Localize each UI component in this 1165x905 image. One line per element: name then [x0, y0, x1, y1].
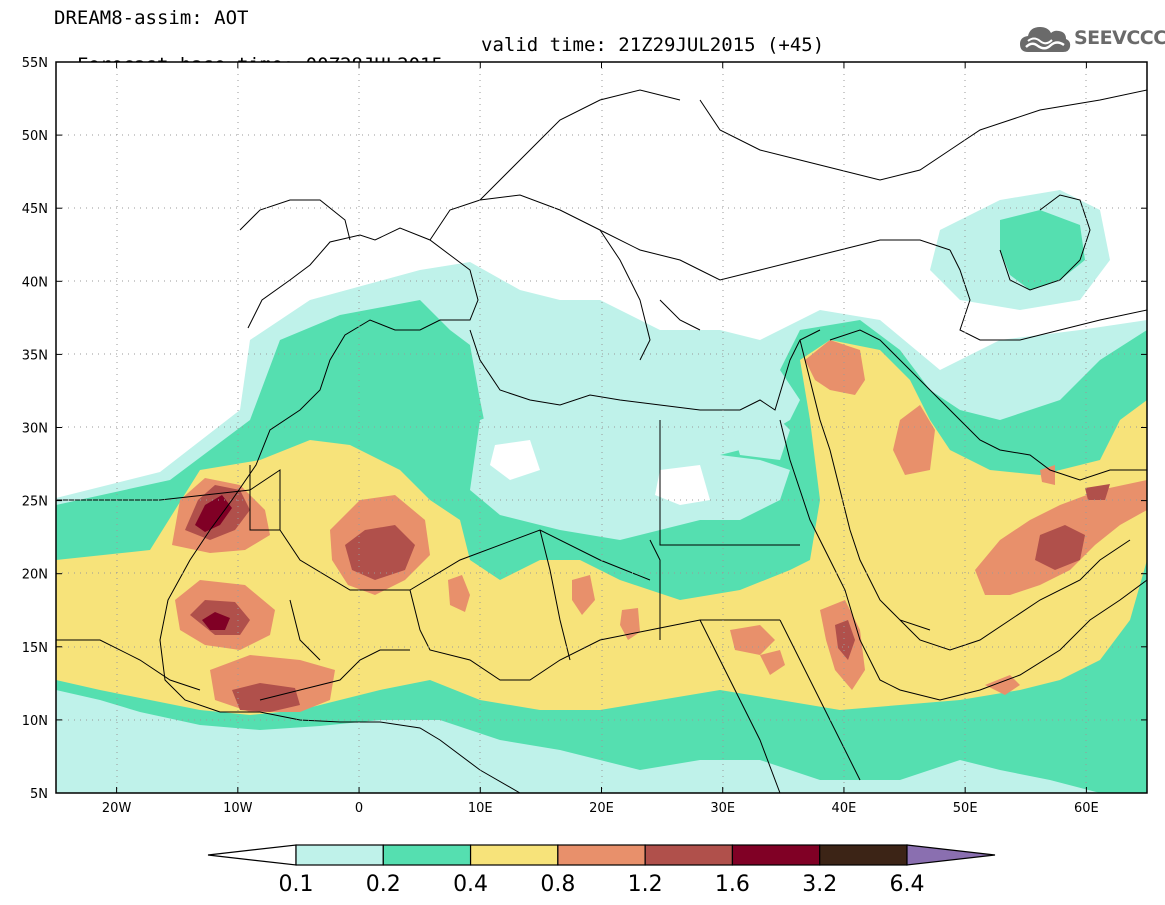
contour-level-1.6	[195, 495, 232, 630]
contour-holes-white	[490, 440, 710, 505]
lat-tick-label: 50N	[22, 129, 48, 144]
lat-tick-label: 45N	[22, 202, 48, 217]
title-line-1: DREAM8-assim: AOT	[54, 7, 249, 29]
colorbar-label: 0.2	[365, 872, 401, 897]
colorbar-label: 1.6	[714, 872, 750, 897]
logo-text: SEEVCCC	[1074, 27, 1165, 49]
coastlines-borders	[56, 89, 1147, 793]
colorbar-box	[731, 844, 821, 866]
colorbar	[207, 844, 996, 866]
lon-tick-label: 20E	[589, 801, 614, 816]
lat-tick-label: 55N	[22, 56, 48, 71]
cloud-icon	[1020, 27, 1071, 52]
lon-tick-label: 40E	[832, 801, 857, 816]
lon-tick-label: 10E	[468, 801, 493, 816]
valid-time: valid time: 21Z29JUL2015 (+45)	[481, 34, 825, 56]
colorbar-box	[819, 844, 908, 866]
longitude-axis: 20W 10W 0 10E 20E 30E 40E 50E 60E	[102, 62, 1099, 816]
colorbar-box	[469, 844, 559, 866]
colorbar-label: 0.1	[278, 872, 314, 897]
lat-tick-label: 35N	[22, 348, 48, 363]
lat-tick-label: 40N	[22, 275, 48, 290]
colorbar-label: 3.2	[802, 872, 838, 897]
latitude-axis: 55N 50N 45N 40N 35N 30N 25N 20N 15N 10N 5N	[22, 56, 1147, 802]
lat-tick-label: 10N	[22, 714, 48, 729]
colorbar-low-extend	[207, 844, 297, 866]
lat-tick-label: 20N	[22, 568, 48, 583]
lon-tick-label: 50E	[953, 801, 978, 816]
colorbar-label: 0.8	[540, 872, 576, 897]
colorbar-high-extend	[906, 844, 996, 866]
lat-tick-label: 25N	[22, 495, 48, 510]
lat-tick-label: 15N	[22, 641, 48, 656]
lon-tick-label: 0	[355, 801, 363, 816]
lon-tick-label: 30E	[710, 801, 735, 816]
colorbar-box	[557, 844, 646, 866]
seevccc-logo: SEEVCCC	[1018, 22, 1165, 56]
colorbar-box	[295, 844, 384, 866]
lat-tick-label: 5N	[30, 787, 48, 802]
colorbar-box	[382, 844, 472, 866]
lon-tick-label: 60E	[1074, 801, 1099, 816]
colorbar-label: 6.4	[889, 872, 925, 897]
contour-holes	[470, 405, 790, 540]
aot-contours	[56, 190, 1147, 793]
lon-tick-label: 10W	[223, 801, 253, 816]
contour-level-0.4	[56, 340, 1147, 715]
colorbar-label: 1.2	[627, 872, 663, 897]
lat-tick-label: 30N	[22, 422, 48, 437]
colorbar-label: 0.4	[453, 872, 489, 897]
lon-tick-label: 20W	[102, 801, 132, 816]
colorbar-box	[644, 844, 734, 866]
